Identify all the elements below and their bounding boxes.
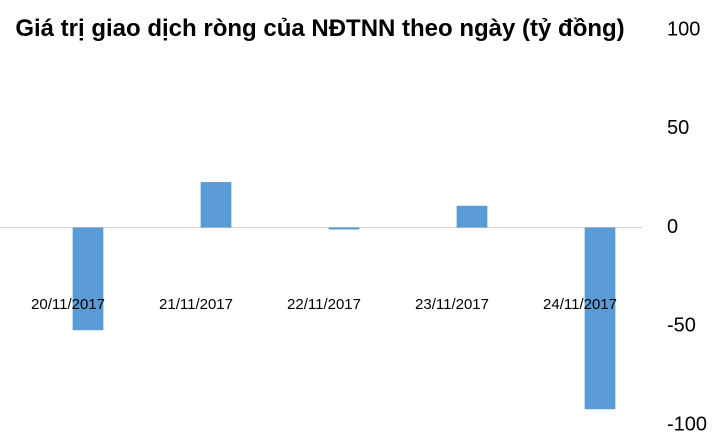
x-tick-label: 24/11/2017 xyxy=(543,296,617,313)
bar xyxy=(72,227,104,331)
x-tick-label: 22/11/2017 xyxy=(287,296,361,313)
x-tick-label: 20/11/2017 xyxy=(31,296,105,313)
y-tick-label: 0 xyxy=(667,216,678,238)
x-tick-label: 21/11/2017 xyxy=(159,296,233,313)
y-tick-label: -50 xyxy=(667,315,696,337)
chart-title: Giá trị giao dịch ròng của NĐTNN theo ng… xyxy=(15,15,625,42)
bar xyxy=(456,205,488,228)
y-tick-label: -100 xyxy=(667,413,707,435)
x-tick-label: 23/11/2017 xyxy=(415,296,489,313)
bar xyxy=(584,227,616,410)
bar xyxy=(328,227,360,230)
y-tick-label: 50 xyxy=(667,117,689,139)
bar xyxy=(200,182,232,228)
y-tick-label: 100 xyxy=(667,18,700,40)
